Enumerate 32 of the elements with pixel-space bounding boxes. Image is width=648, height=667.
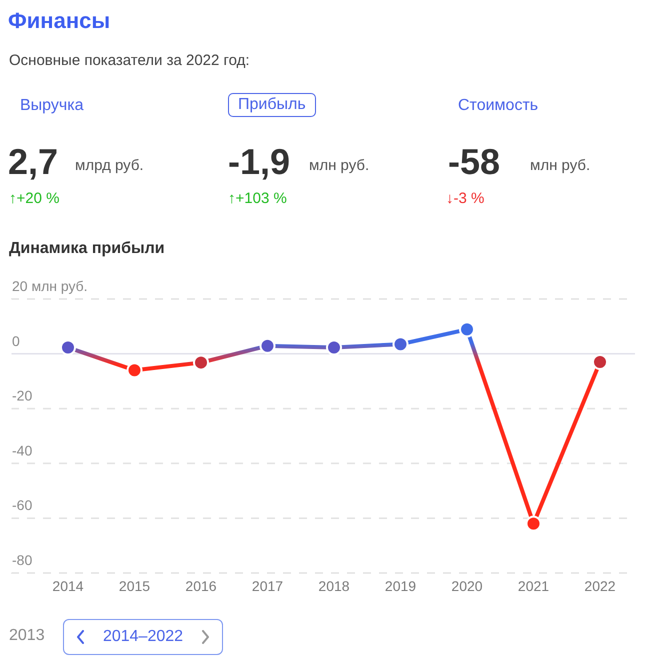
text: Выручка [20,97,84,115]
x-tick-label: 2021 [518,578,550,594]
text: млрд руб. [75,157,144,174]
text: Стоимость [458,97,538,115]
text: -1,9 [228,141,290,182]
text: млн руб. [309,157,370,174]
y-tick-label: 20 млн руб. [12,278,88,294]
chart-title: Финансы [8,8,110,34]
text: 2,7 [8,141,58,182]
y-tick-label: -80 [12,552,32,568]
text: 2014–2022 [102,628,184,646]
x-tick-label: 2022 [584,578,616,594]
x-tick-label: 2015 [118,578,150,594]
y-tick-label: 0 [12,332,20,349]
chart-subtitle: Основные показатели за 2022 год: [9,52,250,69]
y-tick-label: -60 [12,497,32,514]
x-tick-label: 2016 [185,578,217,594]
x-tick-label: 2020 [451,578,483,594]
text: ↑+103 % [228,190,287,207]
x-tick-label: 2017 [252,578,284,594]
text: ↑+20 % [9,190,60,207]
y-tick-label: -20 [12,388,32,404]
text: -58 [448,141,500,182]
text: 2013 [9,627,45,645]
text: Прибыль [228,93,316,117]
x-tick-label: 2014 [52,578,84,594]
text: млн руб. [530,157,590,174]
text: ↓-3 % [446,190,484,207]
x-tick-label: 2018 [318,578,350,594]
text: Динамика прибыли [9,240,165,258]
x-tick-label: 2019 [384,578,416,594]
y-tick-label: -40 [12,442,32,458]
